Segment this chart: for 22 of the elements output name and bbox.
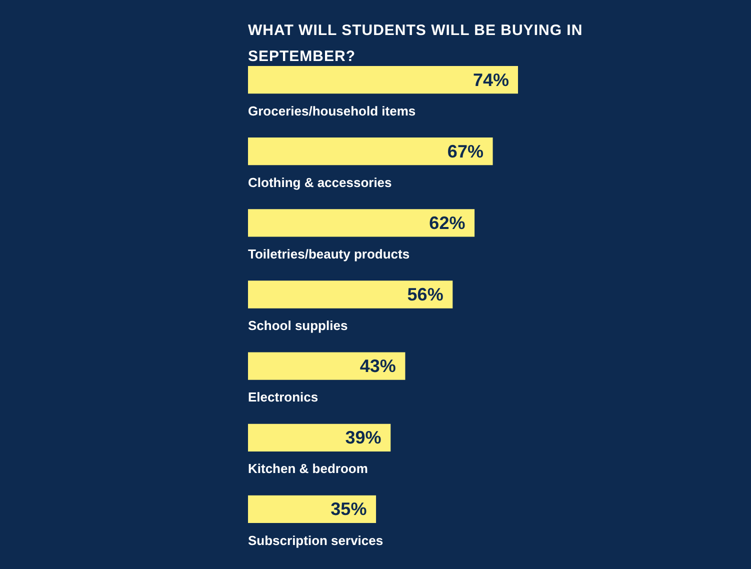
data-label: 43% bbox=[360, 356, 396, 376]
bar bbox=[248, 495, 376, 524]
data-label: 35% bbox=[330, 499, 367, 520]
y-tick-label: Subscription services bbox=[248, 532, 384, 548]
y-tick-label: Kitchen & bedroom bbox=[248, 461, 368, 476]
y-tick-label: Clothing & accessories bbox=[248, 174, 392, 190]
bar bbox=[248, 138, 493, 166]
bar bbox=[248, 352, 406, 380]
bar bbox=[248, 424, 391, 452]
data-label: 67% bbox=[447, 141, 484, 162]
data-label: 62% bbox=[429, 212, 466, 233]
y-tick-label: Groceries/household items bbox=[248, 103, 416, 118]
y-tick-label: Electronics bbox=[248, 390, 318, 405]
chart-title: WHAT WILL STUDENTS WILL BE BUYING IN SEPTEMBER? bbox=[248, 21, 584, 67]
bar bbox=[248, 66, 518, 94]
bar bbox=[248, 280, 453, 308]
y-tick-label: School supplies bbox=[248, 318, 348, 334]
data-label: 39% bbox=[345, 428, 382, 448]
y-tick-label: Toiletries/beauty products bbox=[248, 246, 410, 262]
data-label: 74% bbox=[472, 70, 509, 90]
bar bbox=[248, 209, 475, 237]
data-label: 56% bbox=[407, 284, 444, 304]
